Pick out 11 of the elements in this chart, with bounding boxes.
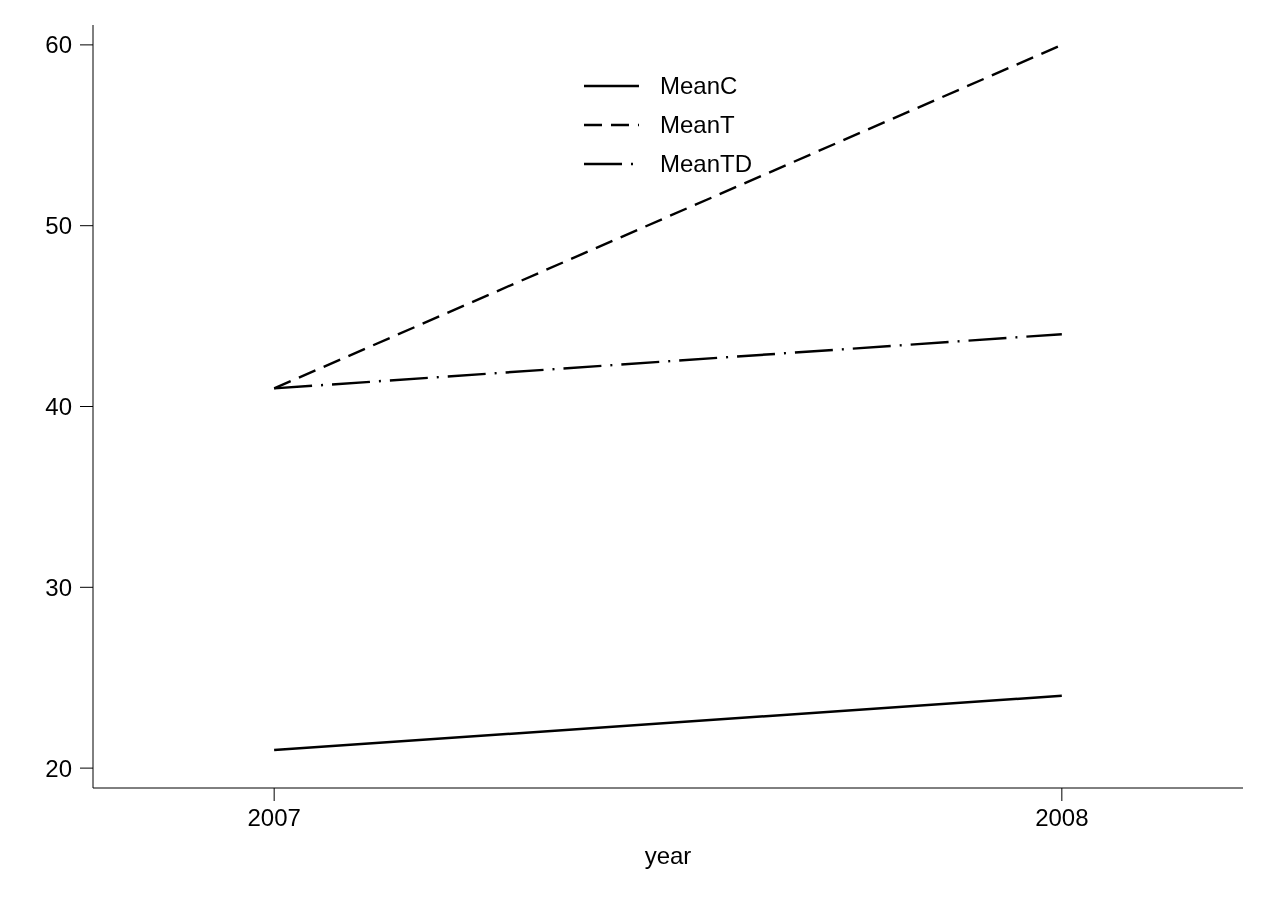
- y-tick-label: 30: [45, 573, 72, 601]
- y-tick-label: 40: [45, 393, 72, 421]
- legend-label: MeanT: [659, 110, 735, 139]
- legend-label: MeanTD: [659, 149, 753, 178]
- y-tick-label: 60: [45, 31, 72, 59]
- x-axis-title: year: [644, 842, 692, 869]
- x-tick-label: 2007: [247, 804, 301, 832]
- x-tick-label: 2008: [1035, 804, 1089, 832]
- y-tick-label: 20: [45, 754, 72, 782]
- legend-label: MeanC: [659, 71, 738, 100]
- y-tick-label: 50: [45, 212, 72, 240]
